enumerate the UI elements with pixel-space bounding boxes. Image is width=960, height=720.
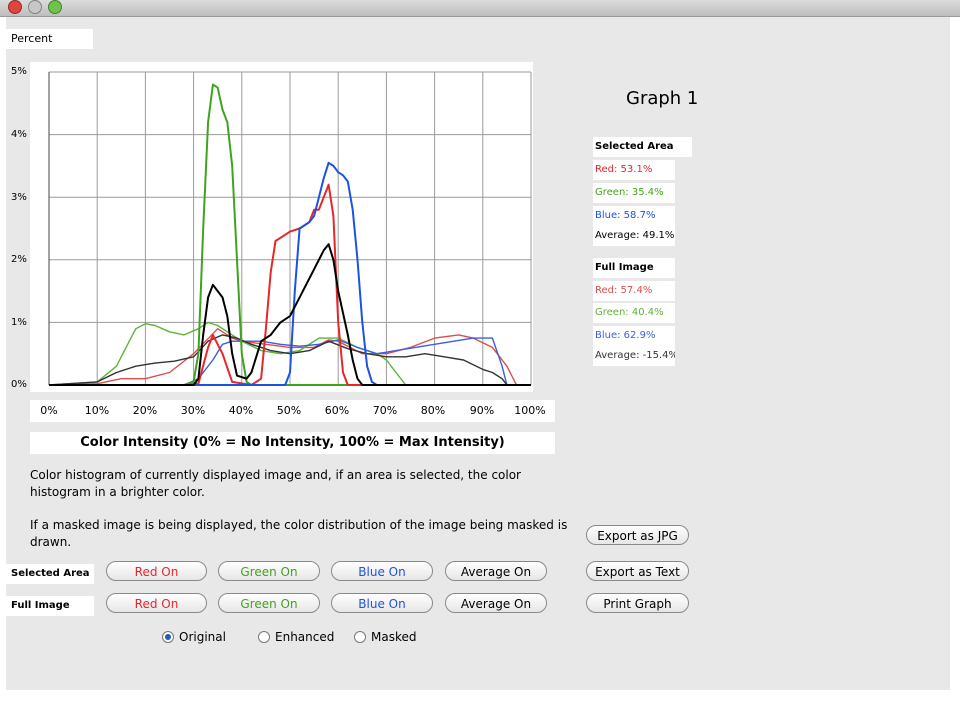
x-axis-title: Color Intensity (0% = No Intensity, 100%… xyxy=(30,432,555,454)
y-tick-label: 5% xyxy=(11,66,27,77)
description-paragraph-1: Color histogram of currently displayed i… xyxy=(30,468,521,499)
window-titlebar xyxy=(0,0,960,17)
series-line xyxy=(49,161,531,386)
series-line xyxy=(49,337,508,386)
full-image-blue-stat: Blue: 62.9% xyxy=(593,326,675,346)
radio-indicator xyxy=(258,630,270,643)
selected-area-blue-stat: Blue: 58.7% xyxy=(593,206,675,226)
x-tick-label: 40% xyxy=(228,404,254,417)
x-tick-label: 90% xyxy=(469,404,495,417)
close-window-button[interactable] xyxy=(8,0,22,14)
full-blue-on-button[interactable]: Blue On xyxy=(331,593,433,613)
selected-green-on-button[interactable]: Green On xyxy=(218,561,320,581)
selected-area-red-stat: Red: 53.1% xyxy=(593,160,675,180)
x-tick-label: 0% xyxy=(40,404,58,417)
full-red-on-button[interactable]: Red On xyxy=(106,593,207,613)
x-tick-label: 30% xyxy=(180,404,206,417)
view-mode-original-label: Original xyxy=(179,630,226,644)
selected-area-stats-title: Selected Area xyxy=(593,137,692,157)
histogram-chart xyxy=(48,71,532,386)
x-tick-label: 70% xyxy=(372,404,398,417)
export-text-button[interactable]: Export as Text xyxy=(586,561,689,581)
description-paragraph-2: If a masked image is being displayed, th… xyxy=(30,518,568,549)
y-tick-label: 2% xyxy=(11,254,27,265)
x-tick-label: 20% xyxy=(132,404,158,417)
zoom-window-button[interactable] xyxy=(48,0,62,14)
window-right-edge xyxy=(950,17,960,690)
full-image-row-label: Full Image xyxy=(6,596,94,616)
selected-area-green-stat: Green: 35.4% xyxy=(593,183,675,203)
full-image-average-stat: Average: -15.4% xyxy=(593,346,675,366)
y-axis-title: Percent xyxy=(6,29,93,49)
minimize-window-button[interactable] xyxy=(28,0,42,14)
series-line xyxy=(48,334,508,386)
x-tick-label: 10% xyxy=(84,404,110,417)
full-image-stats-title: Full Image xyxy=(593,258,675,278)
view-mode-enhanced-label: Enhanced xyxy=(275,630,335,644)
view-mode-masked-label: Masked xyxy=(371,630,417,644)
x-tick-label: 100% xyxy=(514,404,546,417)
y-tick-label: 1% xyxy=(11,317,27,328)
x-tick-bar xyxy=(30,400,555,422)
full-image-red-stat: Red: 57.4% xyxy=(593,281,675,301)
y-tick-label: 4% xyxy=(11,129,27,140)
full-average-on-button[interactable]: Average On xyxy=(445,593,547,613)
x-tick-label: 60% xyxy=(324,404,350,417)
selected-average-on-button[interactable]: Average On xyxy=(445,561,547,581)
series-line xyxy=(49,83,531,386)
histogram-plot-area xyxy=(30,62,533,392)
series-line xyxy=(49,243,531,386)
selected-area-average-stat: Average: 49.1% xyxy=(593,226,675,246)
x-tick-label: 80% xyxy=(420,404,446,417)
radio-indicator xyxy=(354,630,366,643)
full-green-on-button[interactable]: Green On xyxy=(218,593,320,613)
selected-red-on-button[interactable]: Red On xyxy=(106,561,207,581)
graph-label: Graph 1 xyxy=(626,88,699,109)
desktop-bottom xyxy=(0,690,960,720)
view-mode-masked-radio[interactable]: Masked xyxy=(354,629,416,645)
export-jpg-button[interactable]: Export as JPG xyxy=(586,525,689,545)
series-line xyxy=(49,183,531,386)
y-tick-label: 3% xyxy=(11,192,27,203)
print-graph-button[interactable]: Print Graph xyxy=(586,593,689,613)
selected-blue-on-button[interactable]: Blue On xyxy=(331,561,433,581)
y-tick-label: 0% xyxy=(11,379,27,390)
x-tick-label: 50% xyxy=(276,404,302,417)
radio-selected-indicator xyxy=(162,630,174,643)
selected-area-row-label: Selected Area xyxy=(6,564,94,584)
view-mode-enhanced-radio[interactable]: Enhanced xyxy=(258,629,334,645)
view-mode-original-radio[interactable]: Original xyxy=(162,629,226,645)
full-image-green-stat: Green: 40.4% xyxy=(593,303,675,323)
